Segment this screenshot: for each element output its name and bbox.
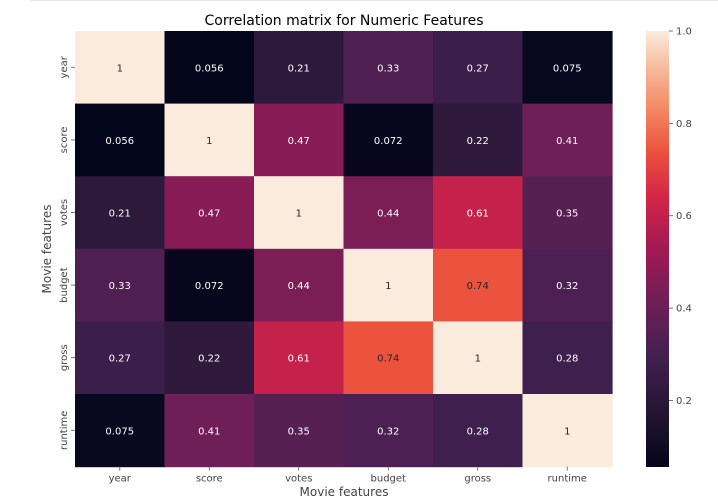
colorbar-tick-label: 0.2 — [676, 396, 692, 407]
y-tick-label: year — [59, 55, 70, 78]
heatmap-cell — [164, 176, 255, 250]
cell-annotation: 0.32 — [556, 281, 578, 292]
cell-annotation: 0.44 — [377, 209, 399, 220]
cell-annotation: 1 — [206, 136, 212, 147]
colorbar-tick-label: 1.0 — [676, 27, 692, 38]
cell-annotation: 0.072 — [195, 281, 224, 292]
cell-annotation: 0.32 — [377, 426, 399, 437]
heatmap-cell — [75, 394, 166, 468]
heatmap-cell — [522, 321, 613, 395]
y-axis-label: Movie features — [40, 205, 54, 294]
x-tick-label: score — [196, 474, 223, 485]
cell-annotation: 0.21 — [109, 209, 131, 220]
cell-annotation: 0.35 — [556, 209, 578, 220]
heatmap-cell — [164, 321, 255, 395]
colorbar — [646, 31, 669, 467]
colorbar-tick-label: 0.4 — [676, 304, 692, 315]
cell-annotation: 0.27 — [467, 63, 489, 74]
heatmap-cell — [164, 394, 255, 468]
heatmap-cell — [254, 394, 345, 468]
cell-annotation: 0.075 — [553, 63, 582, 74]
heatmap-cell — [522, 394, 613, 468]
y-tick-label: budget — [59, 267, 70, 303]
cell-annotation: 0.47 — [288, 136, 310, 147]
cell-annotation: 0.41 — [556, 136, 578, 147]
heatmap-cell — [343, 176, 434, 250]
heatmap-cell — [343, 103, 434, 177]
heatmap-cell — [433, 31, 524, 105]
heatmap-cell — [164, 248, 255, 322]
heatmap-cell — [254, 321, 345, 395]
heatmap-cell — [343, 394, 434, 468]
cell-annotation: 0.44 — [288, 281, 310, 292]
heatmap-cell — [522, 103, 613, 177]
cell-annotation: 1 — [385, 281, 391, 292]
cell-annotation: 0.41 — [198, 426, 220, 437]
cell-annotation: 0.74 — [377, 354, 399, 365]
cell-annotation: 0.22 — [198, 354, 220, 365]
heatmap-cell — [433, 176, 524, 250]
cell-annotation: 1 — [117, 63, 123, 74]
heatmap-cell — [254, 103, 345, 177]
colorbar-tick-label: 0.6 — [676, 211, 692, 222]
cell-annotation: 0.28 — [556, 354, 578, 365]
x-tick-label: runtime — [548, 474, 587, 485]
cell-annotation: 0.61 — [288, 354, 310, 365]
x-tick-label: year — [109, 474, 132, 485]
heatmap-cell — [433, 103, 524, 177]
x-axis-label: Movie features — [300, 485, 389, 499]
cell-annotation: 1 — [564, 426, 570, 437]
cell-annotation: 0.33 — [377, 63, 399, 74]
heatmap-cell — [75, 248, 166, 322]
cell-annotation: 0.072 — [374, 136, 403, 147]
heatmap-cell — [164, 103, 255, 177]
heatmap-cell — [75, 31, 166, 105]
y-tick-label: score — [59, 126, 70, 153]
heatmap-cell — [522, 176, 613, 250]
cell-annotation: 0.075 — [105, 426, 134, 437]
cell-annotation: 0.056 — [195, 63, 224, 74]
heatmap-cell — [75, 176, 166, 250]
cell-annotation: 0.056 — [105, 136, 134, 147]
cell-annotation: 0.33 — [109, 281, 131, 292]
x-tick-label: votes — [285, 474, 312, 485]
cell-annotation: 1 — [475, 354, 481, 365]
cell-annotation: 0.74 — [467, 281, 489, 292]
y-tick-label: gross — [59, 344, 70, 371]
heatmap-cell — [254, 176, 345, 250]
cell-annotation: 0.47 — [198, 209, 220, 220]
heatmap-cell — [254, 31, 345, 105]
heatmap-cell — [75, 321, 166, 395]
heatmap-cell — [433, 248, 524, 322]
top-border-line — [30, 0, 718, 1]
cell-annotation: 0.27 — [109, 354, 131, 365]
heatmap-cell — [522, 248, 613, 322]
heatmap-cell — [343, 321, 434, 395]
cell-annotation: 0.61 — [467, 209, 489, 220]
cell-annotation: 0.28 — [467, 426, 489, 437]
chart-title: Correlation matrix for Numeric Features — [204, 13, 483, 29]
y-tick-label: runtime — [59, 411, 70, 450]
heatmap-cell — [433, 394, 524, 468]
x-tick-label: budget — [371, 474, 407, 485]
x-tick-label: gross — [464, 474, 491, 485]
heatmap-cell — [343, 248, 434, 322]
y-tick-label: votes — [59, 199, 70, 226]
heatmap-cell — [343, 31, 434, 105]
cell-annotation: 1 — [296, 209, 302, 220]
heatmap-cell — [75, 103, 166, 177]
colorbar-tick-label: 0.8 — [676, 119, 692, 130]
cell-annotation: 0.35 — [288, 426, 310, 437]
heatmap-cell — [433, 321, 524, 395]
heatmap-cell — [164, 31, 255, 105]
cell-annotation: 0.21 — [288, 63, 310, 74]
cell-annotation: 0.22 — [467, 136, 489, 147]
heatmap-cell — [522, 31, 613, 105]
heatmap-cell — [254, 248, 345, 322]
